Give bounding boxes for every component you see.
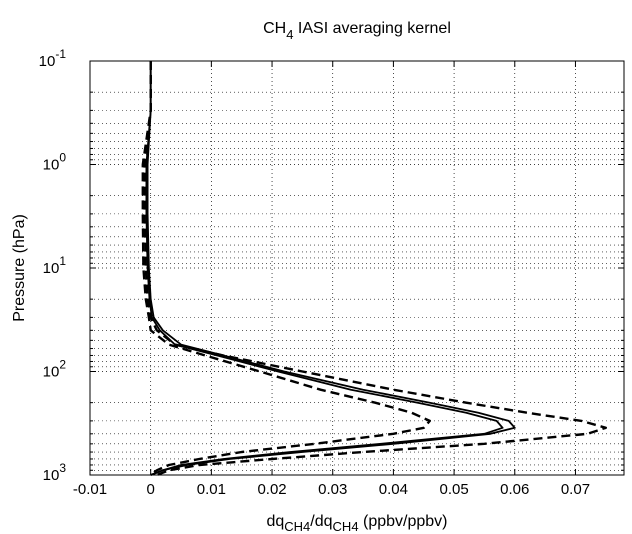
ticks — [89, 60, 624, 476]
x-tick-label: 0.01 — [197, 481, 226, 498]
y-tick-label: 10-1 — [39, 47, 67, 70]
title-rest: IASI averaging kernel — [293, 20, 450, 37]
x-tick-label: 0 — [147, 481, 155, 498]
series-line-3 — [145, 61, 504, 476]
x-axis-label-units: (ppbv/ppbv) — [359, 513, 448, 530]
x-axis-label-sub2: CH4 — [333, 519, 359, 534]
x-tick-label: 0.07 — [561, 481, 590, 498]
x-tick-label: 0.05 — [439, 481, 468, 498]
chart-title: CH4 IASI averaging kernel — [263, 20, 451, 42]
y-axis-label: Pressure (hPa) — [11, 214, 28, 322]
series-group — [141, 61, 607, 477]
x-axis-label-dq2: /dq — [310, 513, 332, 530]
y-tick-labels: 10-1 100 101 102 103 — [39, 47, 67, 484]
x-axis-label: dqCH4/dqCH4 (ppbv/ppbv) — [266, 513, 447, 534]
x-tick-label: -0.01 — [73, 481, 107, 498]
x-tick-label: 0.02 — [257, 481, 286, 498]
title-main: CH — [263, 20, 286, 37]
x-tick-label: 0.06 — [500, 481, 529, 498]
x-tick-label: 0.04 — [379, 481, 408, 498]
y-tick-label: 102 — [43, 358, 67, 381]
series-line-1 — [143, 61, 607, 477]
y-tick-label: 103 — [43, 461, 67, 484]
x-axis-label-dq1: dq — [266, 513, 284, 530]
series-line-2 — [146, 61, 516, 476]
y-tick-label: 101 — [43, 254, 67, 277]
x-tick-label: 0.03 — [318, 481, 347, 498]
series-line-4 — [141, 61, 431, 476]
title-subscript: 4 — [286, 27, 293, 42]
x-axis-label-sub1: CH4 — [284, 519, 310, 534]
y-tick-label: 100 — [43, 151, 67, 174]
x-tick-labels: -0.01 0 0.01 0.02 0.03 0.04 0.05 0.06 0.07 — [73, 481, 590, 498]
